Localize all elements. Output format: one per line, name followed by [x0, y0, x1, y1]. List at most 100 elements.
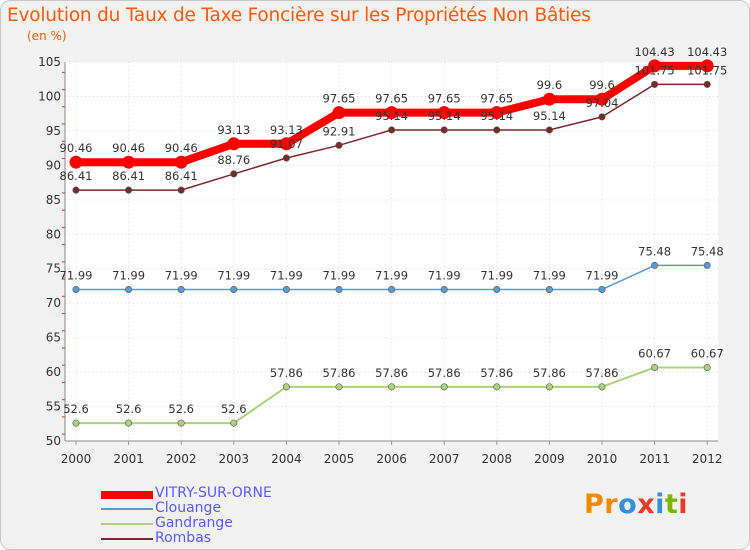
- data-label: 71.99: [270, 268, 303, 282]
- legend-swatch-clouange: [101, 508, 153, 510]
- legend-label-vitry: VITRY-SUR-ORNE: [155, 485, 272, 501]
- data-label: 97.65: [428, 92, 461, 106]
- data-point: [651, 80, 659, 88]
- data-label: 90.46: [112, 141, 145, 155]
- data-label: 95.14: [533, 109, 566, 123]
- x-tick-label: 2006: [376, 452, 407, 466]
- data-label: 57.86: [480, 366, 513, 380]
- data-label: 93.13: [217, 123, 250, 137]
- data-point: [69, 155, 83, 169]
- x-tick-label: 2001: [113, 452, 144, 466]
- data-point: [177, 186, 185, 194]
- data-label: 97.04: [586, 96, 619, 110]
- legend-swatch-gandrange: [101, 523, 153, 525]
- x-tick-label: 2007: [429, 452, 460, 466]
- data-point: [648, 59, 662, 73]
- grid-layer: [65, 61, 718, 442]
- data-point: [227, 137, 241, 151]
- logo-letter: i: [678, 489, 689, 520]
- proxiti-logo: Proxiti: [584, 489, 688, 520]
- data-label: 91.07: [270, 137, 303, 151]
- data-point: [440, 285, 448, 293]
- data-point: [700, 59, 714, 73]
- x-tick-label: 2002: [166, 452, 197, 466]
- data-label: 95.14: [375, 109, 408, 123]
- data-label: 90.46: [60, 141, 93, 155]
- data-point: [282, 154, 290, 162]
- data-point: [598, 285, 606, 293]
- data-label: 86.41: [112, 169, 145, 183]
- legend-swatch-vitry: [101, 491, 153, 499]
- y-tick-label: 75: [46, 262, 61, 276]
- data-point: [335, 383, 343, 391]
- label-layer: 90.46 90.46 90.46 93.13 93.13 97.65 97.65 97.65…: [60, 45, 728, 416]
- data-point: [230, 170, 238, 178]
- plot-background: [65, 62, 718, 441]
- data-label: 52.6: [168, 402, 194, 416]
- data-point: [335, 285, 343, 293]
- x-tick-label: 2004: [271, 452, 302, 466]
- data-label: 93.13: [270, 123, 303, 137]
- data-point: [230, 419, 238, 427]
- data-point: [125, 186, 133, 194]
- data-point: [440, 126, 448, 134]
- data-label: 97.65: [375, 92, 408, 106]
- data-point: [72, 285, 80, 293]
- data-label: 57.86: [270, 366, 303, 380]
- x-tick-label: 2011: [639, 452, 670, 466]
- x-tick-label: 2012: [692, 452, 723, 466]
- data-point: [598, 383, 606, 391]
- logo-letter: r: [604, 489, 619, 520]
- logo-letter: i: [655, 489, 665, 520]
- y-tick-label: 100: [38, 89, 61, 103]
- logo-letter: o: [618, 489, 638, 520]
- data-point: [388, 285, 396, 293]
- series-layer: [69, 59, 714, 427]
- data-point: [72, 419, 80, 427]
- data-label: 71.99: [60, 268, 93, 282]
- data-label: 75.48: [638, 244, 671, 258]
- data-label: 52.6: [221, 402, 247, 416]
- data-point: [385, 106, 399, 120]
- data-label: 71.99: [323, 268, 356, 282]
- chart-title: Evolution du Taux de Taxe Foncière sur l…: [7, 5, 591, 26]
- data-label: 92.91: [323, 124, 356, 138]
- x-tick-label: 2009: [534, 452, 565, 466]
- data-label: 86.41: [60, 169, 93, 183]
- data-point: [651, 261, 659, 269]
- data-label: 71.99: [375, 268, 408, 282]
- data-point: [493, 126, 501, 134]
- legend-swatch-rombas: [101, 538, 153, 540]
- y-tick-label: 60: [46, 365, 61, 379]
- data-label: 95.14: [428, 109, 461, 123]
- y-tick-label: 80: [46, 227, 61, 241]
- data-label: 71.99: [165, 268, 198, 282]
- data-label: 71.99: [533, 268, 566, 282]
- data-label: 90.46: [165, 141, 198, 155]
- data-label: 99.6: [537, 78, 563, 92]
- x-tick-label: 2003: [219, 452, 250, 466]
- data-point: [279, 137, 293, 151]
- data-point: [545, 126, 553, 134]
- data-label: 104.43: [634, 45, 674, 59]
- x-tick-label: 2005: [324, 452, 355, 466]
- y-tick-label: 95: [46, 124, 61, 138]
- data-point: [230, 285, 238, 293]
- data-label: 88.76: [217, 153, 250, 167]
- data-label: 97.65: [323, 92, 356, 106]
- data-label: 71.99: [586, 268, 619, 282]
- data-label: 75.48: [691, 244, 724, 258]
- unit-label: (en %): [27, 29, 67, 43]
- y-tick-label: 50: [46, 434, 61, 448]
- data-label: 104.43: [687, 45, 727, 59]
- data-point: [335, 141, 343, 149]
- data-point: [545, 383, 553, 391]
- logo-letter: t: [664, 489, 679, 520]
- y-tick-label: 65: [46, 331, 61, 345]
- data-point: [545, 285, 553, 293]
- data-point: [282, 285, 290, 293]
- data-point: [437, 106, 451, 120]
- data-label: 60.67: [691, 346, 724, 360]
- legend-label-clouange: Clouange: [155, 500, 222, 516]
- data-point: [125, 285, 133, 293]
